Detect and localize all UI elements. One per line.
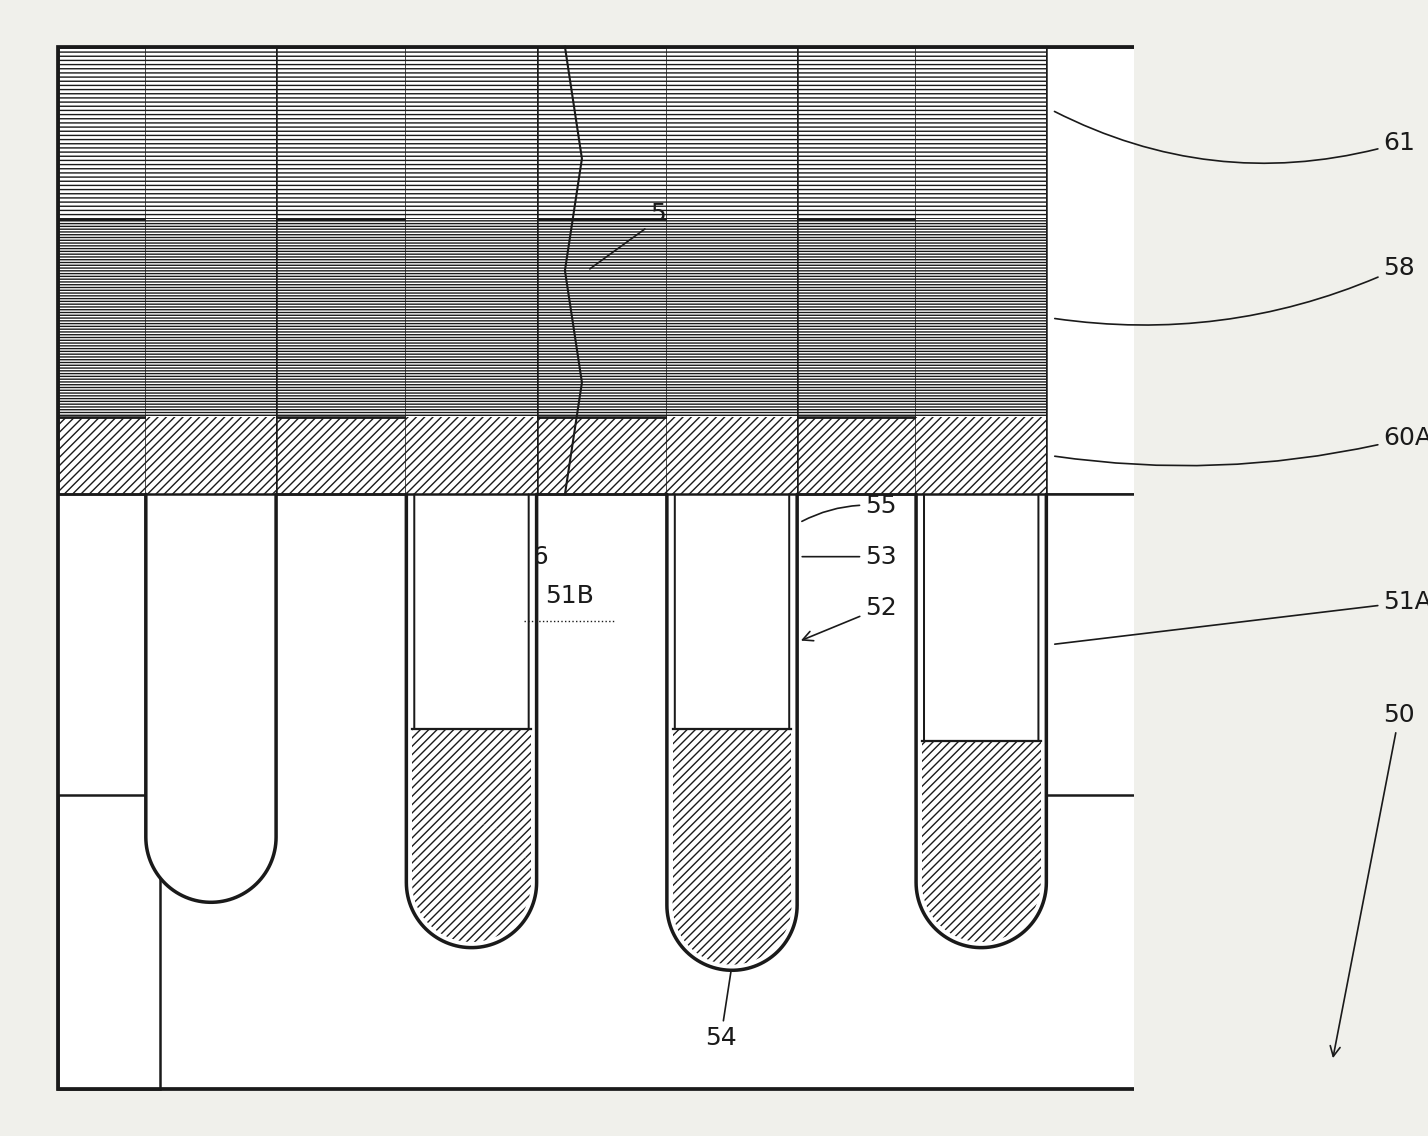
Bar xyxy=(667,417,797,494)
Bar xyxy=(146,417,276,494)
Text: 50: 50 xyxy=(1331,703,1415,1056)
Text: 52: 52 xyxy=(803,595,897,641)
Text: 57: 57 xyxy=(590,202,681,269)
Bar xyxy=(59,219,146,417)
Text: 58: 58 xyxy=(1055,256,1415,325)
Bar xyxy=(146,219,276,417)
Bar xyxy=(921,741,1041,883)
Bar xyxy=(59,417,146,494)
Bar xyxy=(59,47,146,219)
Bar xyxy=(146,494,276,837)
Bar xyxy=(917,47,1047,219)
Bar xyxy=(673,729,791,905)
Ellipse shape xyxy=(146,772,276,902)
Bar xyxy=(407,219,537,417)
Bar xyxy=(276,417,407,494)
Bar xyxy=(407,494,537,883)
Ellipse shape xyxy=(921,822,1041,942)
Bar xyxy=(917,494,1047,883)
Ellipse shape xyxy=(667,840,797,970)
Bar xyxy=(797,417,917,494)
Ellipse shape xyxy=(413,822,531,942)
Text: 55: 55 xyxy=(803,494,897,521)
Bar xyxy=(59,795,160,1089)
Bar xyxy=(1047,494,1338,795)
Text: 51A: 51A xyxy=(1055,590,1428,644)
Bar xyxy=(59,494,1338,1089)
Ellipse shape xyxy=(917,817,1047,947)
Bar xyxy=(537,417,667,494)
Bar xyxy=(407,417,537,494)
Bar xyxy=(667,494,797,905)
Ellipse shape xyxy=(673,845,791,964)
Bar xyxy=(146,47,276,219)
Bar xyxy=(921,741,1041,883)
Ellipse shape xyxy=(413,822,531,942)
Bar xyxy=(673,729,791,905)
Bar xyxy=(413,729,531,883)
Bar xyxy=(537,219,667,417)
Bar xyxy=(537,47,667,219)
Bar xyxy=(797,47,917,219)
Bar xyxy=(797,219,917,417)
Ellipse shape xyxy=(921,822,1041,942)
Ellipse shape xyxy=(407,817,537,947)
Bar xyxy=(1047,47,1338,494)
Bar xyxy=(917,219,1047,417)
Bar xyxy=(413,729,531,883)
Text: 60A: 60A xyxy=(1055,426,1428,466)
Bar xyxy=(667,219,797,417)
Text: 53: 53 xyxy=(803,544,897,569)
Ellipse shape xyxy=(673,845,791,964)
Bar xyxy=(276,219,407,417)
Bar xyxy=(407,47,537,219)
Text: 51B: 51B xyxy=(544,584,594,609)
Text: 54: 54 xyxy=(705,968,737,1051)
Bar xyxy=(667,47,797,219)
Text: 61: 61 xyxy=(1054,111,1415,164)
Text: 56: 56 xyxy=(473,487,548,569)
Bar xyxy=(276,47,407,219)
Bar xyxy=(917,417,1047,494)
